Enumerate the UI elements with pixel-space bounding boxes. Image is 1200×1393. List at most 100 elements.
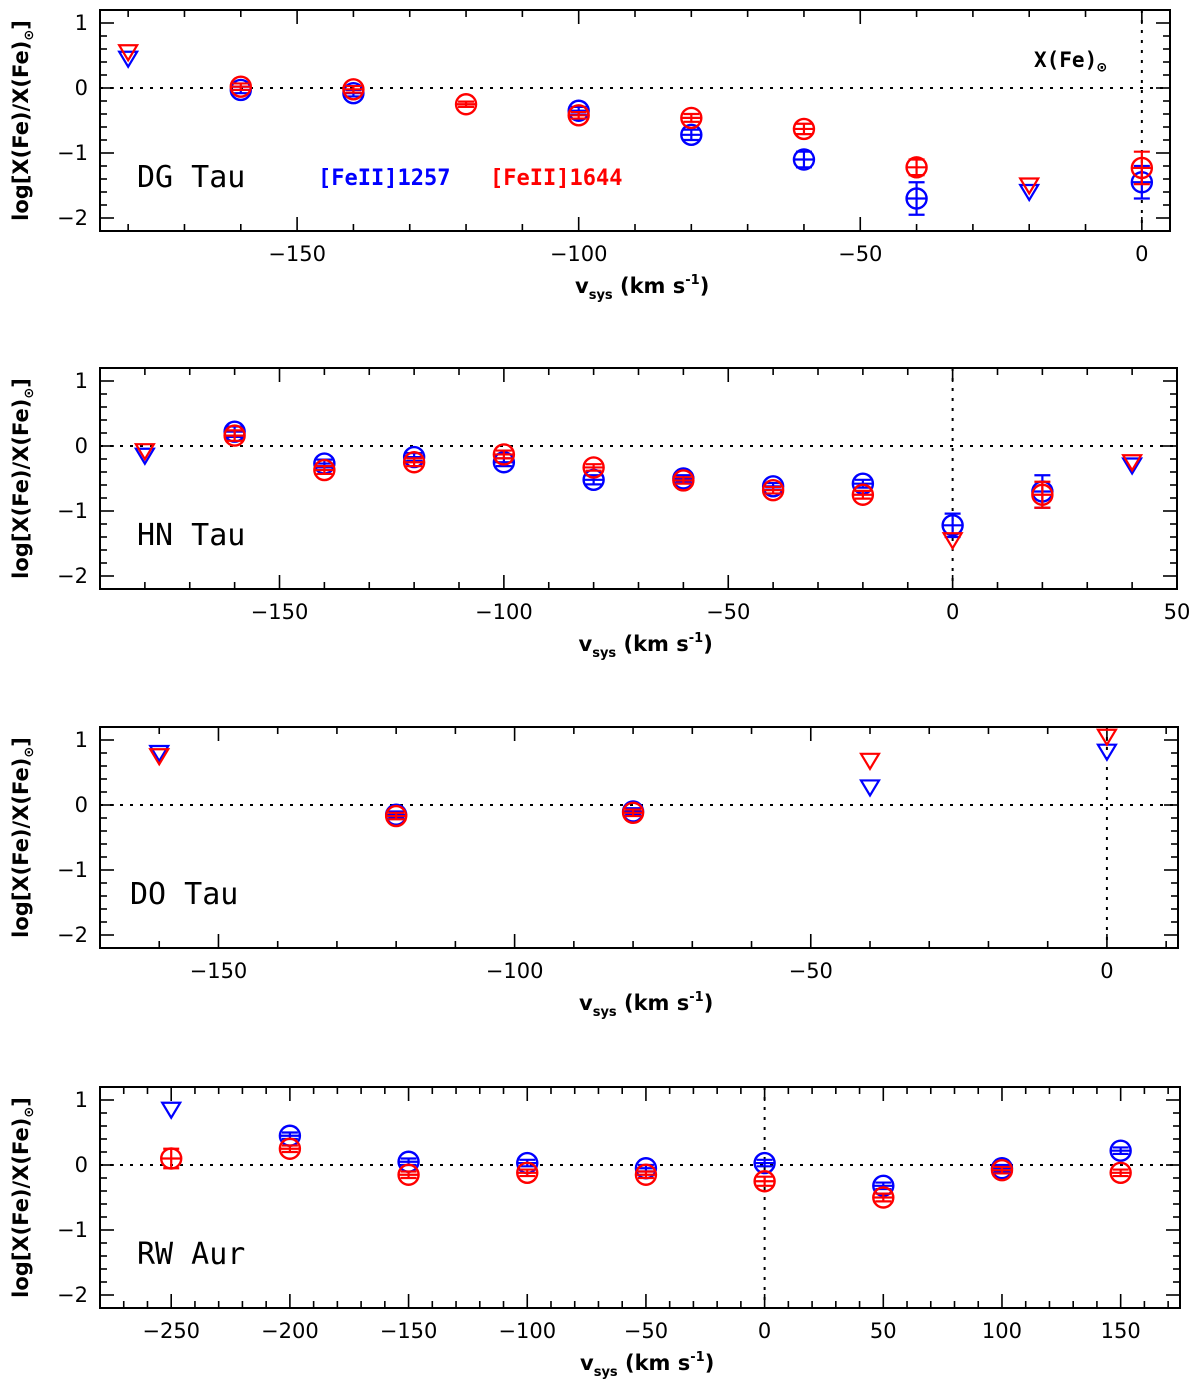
x-axis-label-close: ) (705, 1351, 715, 1375)
upper-limit-marker (148, 744, 171, 764)
plot-frame (99, 367, 1178, 590)
data-point (851, 483, 875, 506)
x-axis-label-sup: -1 (689, 631, 703, 646)
star-name: DG Tau (137, 160, 245, 195)
data-point (792, 148, 816, 171)
x-axis-label-close: ) (703, 632, 713, 656)
upper-limit-marker (859, 779, 881, 798)
x-tick-label: −150 (251, 600, 309, 624)
x-tick-label: −100 (475, 600, 533, 624)
plot-frame (99, 9, 1171, 232)
panel-dg-tau: −150 −100 −50 0 −2 −1 0 1 vsys (km s-1) log[X(Fe)… (9, 9, 1171, 303)
x-tick-label: 50 (870, 1319, 897, 1343)
upper-limit-marker (1018, 183, 1041, 203)
data-point (454, 93, 478, 116)
x-axis-label: vsys (km s-1) (579, 990, 713, 1020)
x-tick-label: 100 (982, 1319, 1022, 1343)
x-tick-label: −50 (838, 242, 882, 266)
x-axis-label-units: (km s (613, 274, 686, 298)
x-tick-label: −100 (498, 1319, 556, 1343)
y-tick-label: 1 (75, 11, 88, 35)
y-tick-label: −2 (57, 1283, 88, 1307)
x-tick-label: 0 (946, 600, 959, 624)
x-axis-label-units: (km s (618, 1351, 691, 1375)
y-axis-label: log[X(Fe)/X(Fe)⊙] (9, 737, 37, 938)
y-axis-label-close: ] (9, 378, 33, 388)
x-axis-label-sup: -1 (689, 990, 703, 1005)
upper-limit-marker (160, 1101, 183, 1120)
y-tick-label: 1 (75, 369, 88, 393)
y-tick-label: −2 (57, 923, 88, 947)
y-tick-label: −1 (57, 499, 88, 523)
y-axis-label-close: ] (9, 1097, 33, 1107)
data-point (872, 1186, 895, 1209)
legend-entry: [FeII]1257 (318, 166, 450, 191)
y-axis-label-sub: ⊙ (22, 1107, 37, 1118)
solar-reference-label: X(Fe)⊙ (1034, 48, 1106, 76)
y-axis-label: log[X(Fe)/X(Fe)⊙] (9, 1097, 37, 1298)
x-axis-label: vsys (km s-1) (575, 273, 709, 303)
x-axis-label-sup: -1 (685, 273, 699, 288)
data-point (905, 181, 928, 216)
upper-limit-marker (1121, 454, 1144, 473)
y-tick-label: 0 (75, 793, 88, 817)
y-axis-label-main: log[X(Fe)/X(Fe) (9, 399, 33, 579)
solar-reference-main: X(Fe) (1034, 48, 1097, 72)
data-point (1109, 1161, 1132, 1185)
upper-limit-marker (941, 532, 964, 551)
y-tick-label: 0 (75, 434, 88, 458)
x-tick-label: −100 (486, 959, 544, 983)
x-tick-label: −50 (789, 959, 833, 983)
data-point (567, 104, 590, 127)
y-tick-label: 1 (75, 728, 88, 752)
upper-limit-marker (859, 752, 881, 771)
x-axis-label-sub: sys (592, 646, 616, 661)
upper-limit-marker (1121, 457, 1144, 476)
x-tick-label: −250 (142, 1319, 200, 1343)
upper-limit-marker (133, 447, 156, 466)
x-axis-label-close: ) (704, 991, 714, 1015)
y-axis-label-main: log[X(Fe)/X(Fe) (9, 41, 33, 221)
y-tick-label: −1 (57, 1218, 88, 1242)
upper-limit-marker (1095, 728, 1118, 747)
data-point (397, 1163, 420, 1186)
y-tick-label: −1 (57, 858, 88, 882)
data-point (761, 479, 785, 502)
data-point (680, 123, 703, 147)
upper-limit-marker (117, 44, 140, 63)
x-axis-label-sub: sys (593, 1005, 617, 1020)
data-point (313, 458, 336, 482)
data-point (402, 451, 426, 474)
x-axis-label-main: v (575, 274, 589, 298)
y-axis-label: log[X(Fe)/X(Fe)⊙] (9, 20, 37, 221)
y-tick-label: 0 (75, 76, 88, 100)
panel-do-tau: −150 −100 −50 0 −2 −1 0 1 vsys (km s-1) log[X(Fe)… (9, 726, 1179, 1020)
data-point (1130, 150, 1154, 186)
x-axis-label-main: v (579, 991, 593, 1015)
x-axis-label-close: ) (700, 274, 710, 298)
data-point (582, 456, 605, 479)
upper-limit-marker (117, 50, 140, 69)
data-point (990, 1158, 1014, 1182)
data-point (672, 469, 695, 492)
x-axis-label-sub: sys (594, 1365, 618, 1380)
x-axis-label-main: v (580, 1351, 594, 1375)
y-axis-label-sub: ⊙ (22, 30, 37, 41)
y-axis-label-sub: ⊙ (22, 747, 37, 758)
y-tick-label: −2 (57, 564, 88, 588)
x-tick-label: −100 (550, 242, 608, 266)
x-tick-label: −50 (706, 600, 750, 624)
panel-rw-aur: −250 −200 −150 −100 −50 0 50 100 150 −2 −1 0 1 vsys (… (9, 1086, 1181, 1380)
x-axis-label-units: (km s (616, 632, 689, 656)
x-tick-label: 0 (1135, 242, 1148, 266)
star-name: HN Tau (137, 518, 245, 553)
y-tick-label: 0 (75, 1153, 88, 1177)
solar-reference-sub: ⊙ (1097, 58, 1106, 76)
data-point (621, 801, 645, 824)
data-point (160, 1147, 183, 1170)
star-name: DO Tau (130, 877, 238, 912)
data-point (680, 106, 703, 130)
x-tick-label: −150 (268, 242, 326, 266)
x-tick-label: 150 (1101, 1319, 1141, 1343)
